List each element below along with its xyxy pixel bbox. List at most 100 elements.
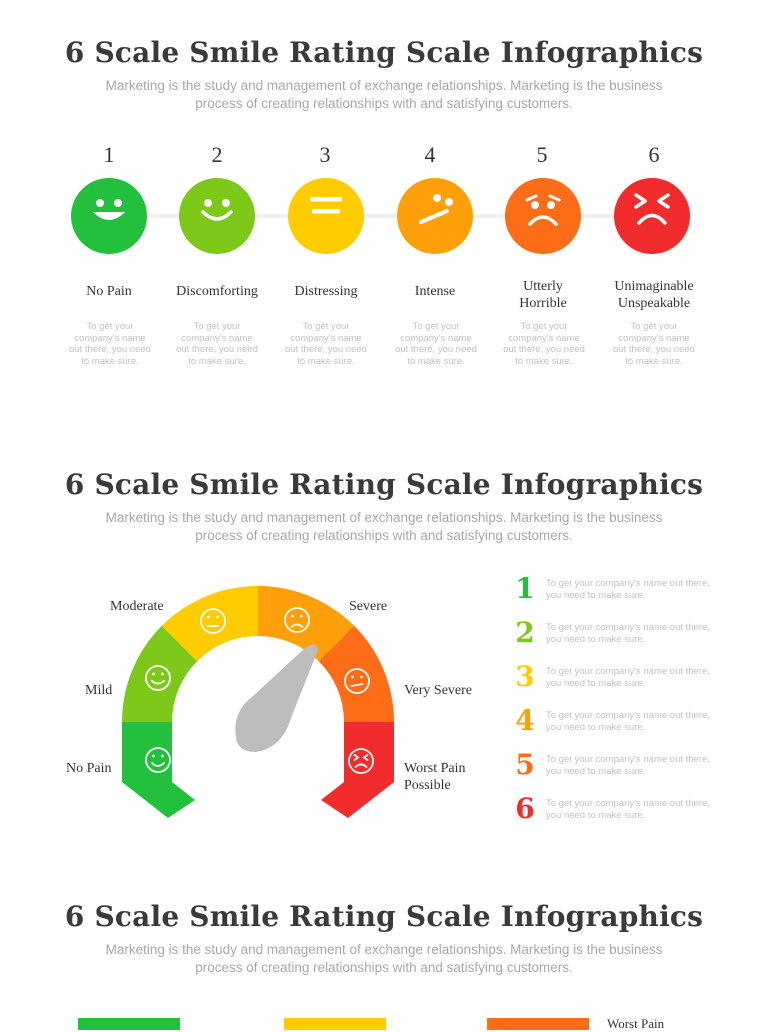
subtitle-line: process of creating relationships with a… xyxy=(195,528,573,543)
frown-icon xyxy=(505,178,581,254)
list-number: 4 xyxy=(515,704,535,737)
section-subtitle: Marketing is the study and management of… xyxy=(90,941,678,977)
desc-line: To get your xyxy=(86,321,134,332)
desc-line: To get your xyxy=(302,321,350,332)
list-text-line: you need to make sure. xyxy=(546,677,646,689)
scale-description: To get your company's name out there, yo… xyxy=(281,321,371,367)
list-text-line: To get your company's name out there, xyxy=(546,578,710,589)
skeptical-face-icon xyxy=(344,668,370,694)
scale-connector-line xyxy=(110,214,654,218)
scale-bar-green xyxy=(78,1018,180,1030)
desc-line: company's name xyxy=(400,332,472,344)
desc-line: company's name xyxy=(618,332,690,344)
gauge-label-very-severe: Very Severe xyxy=(404,683,473,698)
gauge-segment-worst xyxy=(321,722,394,818)
list-item: 6 To get your company's name out there, … xyxy=(512,792,732,834)
desc-line: to make sure. xyxy=(297,355,355,367)
anguish-face-icon xyxy=(614,178,690,254)
list-number: 5 xyxy=(515,748,535,781)
section-title: 6 Scale Smile Rating Scale Infographics xyxy=(64,900,704,933)
scale-label: Unimaginable Unspeakable xyxy=(599,278,709,312)
scale-label-line: Utterly xyxy=(523,279,563,294)
scale-label-line: Unspeakable xyxy=(617,296,691,311)
list-text-line: you need to make sure. xyxy=(546,589,646,601)
desc-line: To get your xyxy=(193,321,241,332)
list-text: To get your company's name out there, yo… xyxy=(546,754,726,777)
skeptical-face-icon xyxy=(397,178,473,254)
list-text-line: To get your company's name out there, xyxy=(546,666,710,677)
scale-description: To get your company's name out there, yo… xyxy=(65,321,155,367)
list-text-line: you need to make sure. xyxy=(546,765,646,777)
list-number: 2 xyxy=(515,616,535,649)
scale-label: Distressing xyxy=(294,284,358,299)
scale-number: 3 xyxy=(319,142,331,167)
desc-line: to make sure. xyxy=(407,355,465,367)
desc-line: out there, you need xyxy=(395,344,477,355)
desc-line: company's name xyxy=(290,332,362,344)
scale-label: No Pain xyxy=(86,284,132,299)
gauge-segment-moderate xyxy=(161,586,258,662)
scale-description: To get your company's name out there, yo… xyxy=(499,321,589,367)
smile-icon xyxy=(145,665,171,691)
list-item: 3 To get your company's name out there, … xyxy=(512,660,732,702)
list-text: To get your company's name out there, yo… xyxy=(546,798,726,821)
gauge-label-moderate: Moderate xyxy=(110,599,164,614)
gauge-segment-mild xyxy=(121,625,198,722)
list-item: 1 To get your company's name out there, … xyxy=(512,572,732,614)
list-text: To get your company's name out there, yo… xyxy=(546,578,726,601)
gauge-segment-very-severe xyxy=(318,625,395,722)
list-item: 4 To get your company's name out there, … xyxy=(512,704,732,746)
subtitle-line: process of creating relationships with a… xyxy=(195,960,573,975)
scale-label: Intense xyxy=(414,284,456,299)
list-text-line: To get your company's name out there, xyxy=(546,710,710,721)
neutral-face-icon xyxy=(288,178,364,254)
desc-line: company's name xyxy=(74,332,146,344)
list-number: 3 xyxy=(515,660,535,693)
scale-description: To get your company's name out there, yo… xyxy=(172,321,262,367)
list-text: To get your company's name out there, yo… xyxy=(546,666,726,689)
desc-line: out there, you need xyxy=(503,344,585,355)
section-title: 6 Scale Smile Rating Scale Infographics xyxy=(64,36,704,69)
desc-line: company's name xyxy=(508,332,580,344)
gauge-segment-severe xyxy=(258,586,355,662)
desc-line: out there, you need xyxy=(613,344,695,355)
scale-number: 5 xyxy=(536,142,548,167)
pain-gauge xyxy=(121,586,395,818)
desc-line: out there, you need xyxy=(69,344,151,355)
gauge-needle xyxy=(235,644,318,752)
scale-number: 2 xyxy=(211,142,223,167)
list-text-line: you need to make sure. xyxy=(546,721,646,733)
list-text-line: you need to make sure. xyxy=(546,633,646,645)
section-subtitle: Marketing is the study and management of… xyxy=(90,77,678,113)
gauge-label-severe: Severe xyxy=(349,599,388,614)
neutral-face-icon xyxy=(200,608,226,634)
gauge-label-mild: Mild xyxy=(85,683,113,698)
scale-label: Discomforting xyxy=(176,284,258,299)
list-item: 2 To get your company's name out there, … xyxy=(512,616,732,658)
smile-icon xyxy=(179,178,255,254)
scale-label: Utterly Horrible xyxy=(488,278,598,312)
desc-line: to make sure. xyxy=(188,355,246,367)
laugh-icon xyxy=(71,178,147,254)
subtitle-line: Marketing is the study and management of… xyxy=(105,510,663,525)
desc-line: To get your xyxy=(630,321,678,332)
list-text-line: To get your company's name out there, xyxy=(546,798,710,809)
scale-number: 1 xyxy=(103,142,115,167)
list-number: 6 xyxy=(515,792,535,825)
list-text-line: you need to make sure. xyxy=(546,809,646,821)
desc-line: out there, you need xyxy=(176,344,258,355)
anguish-face-icon xyxy=(348,748,374,774)
scale-description: To get your company's name out there, yo… xyxy=(609,321,699,367)
desc-line: to make sure. xyxy=(625,355,683,367)
subtitle-line: Marketing is the study and management of… xyxy=(105,78,663,93)
list-text: To get your company's name out there, yo… xyxy=(546,710,726,733)
desc-line: To get your xyxy=(412,321,460,332)
subtitle-line: process of creating relationships with a… xyxy=(195,96,573,111)
desc-line: to make sure. xyxy=(81,355,139,367)
gauge-segment-no-pain xyxy=(122,722,195,818)
bar-label-worst: Worst Pain xyxy=(607,1016,665,1031)
scale-bar-orange xyxy=(487,1018,589,1030)
desc-line: to make sure. xyxy=(515,355,573,367)
list-text-line: To get your company's name out there, xyxy=(546,622,710,633)
list-text: To get your company's name out there, yo… xyxy=(546,622,726,645)
